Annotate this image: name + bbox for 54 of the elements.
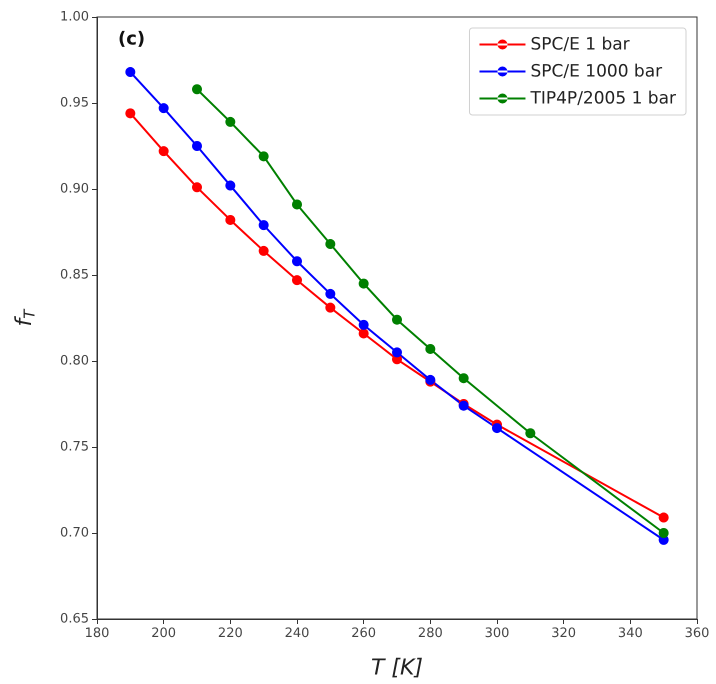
x-tick-label: 220 bbox=[218, 626, 243, 641]
point bbox=[292, 199, 302, 210]
point bbox=[392, 314, 402, 325]
legend-label: SPC/E 1 bar bbox=[530, 34, 630, 54]
point bbox=[225, 214, 236, 225]
y-tick-label: 0.90 bbox=[60, 182, 89, 196]
point bbox=[258, 151, 269, 162]
point bbox=[258, 220, 269, 230]
y-tick-label: 0.80 bbox=[60, 354, 89, 368]
point bbox=[525, 428, 536, 438]
point bbox=[358, 278, 369, 289]
y-tick-label: 0.85 bbox=[60, 268, 89, 282]
point bbox=[192, 182, 202, 192]
point bbox=[292, 256, 302, 266]
y-tick-label: 0.75 bbox=[60, 440, 89, 454]
x-tick-label: 320 bbox=[551, 626, 576, 641]
x-tick-label: 360 bbox=[684, 626, 710, 641]
point bbox=[325, 239, 336, 250]
x-tick-label: 240 bbox=[284, 626, 310, 641]
legend-label: SPC/E 1000 bar bbox=[530, 62, 662, 82]
point bbox=[158, 146, 169, 156]
y-tick-label: 0.95 bbox=[60, 96, 89, 110]
x-tick-label: 180 bbox=[84, 626, 110, 641]
point bbox=[225, 116, 236, 127]
point bbox=[158, 103, 169, 114]
point bbox=[325, 302, 336, 313]
y-tick-label: 0.65 bbox=[60, 612, 89, 626]
x-tick-label: 340 bbox=[618, 626, 643, 641]
y-tick-label: 0.70 bbox=[60, 526, 89, 540]
point bbox=[658, 528, 669, 538]
point bbox=[458, 373, 469, 384]
point bbox=[425, 344, 436, 354]
point bbox=[225, 180, 236, 191]
y-tick-label: 1.00 bbox=[60, 10, 89, 24]
x-tick-label: 260 bbox=[351, 626, 376, 641]
x-tick-label: 200 bbox=[151, 626, 176, 641]
annotation: (c) bbox=[118, 28, 146, 50]
point bbox=[358, 320, 369, 330]
point bbox=[392, 347, 402, 358]
x-tick-label: 280 bbox=[418, 626, 443, 641]
point bbox=[125, 67, 136, 78]
y-axis-title: fT bbox=[12, 308, 38, 326]
point bbox=[325, 288, 336, 299]
point bbox=[125, 108, 136, 118]
legend-label: TIP4P/2005 1 bar bbox=[529, 88, 676, 108]
point bbox=[258, 246, 269, 256]
point bbox=[192, 141, 202, 151]
point bbox=[492, 423, 502, 434]
x-axis-title: T [K] bbox=[370, 656, 424, 680]
point bbox=[658, 512, 669, 523]
point bbox=[292, 275, 302, 286]
point bbox=[358, 328, 369, 338]
x-tick-label: 300 bbox=[484, 626, 510, 641]
point bbox=[192, 84, 202, 94]
